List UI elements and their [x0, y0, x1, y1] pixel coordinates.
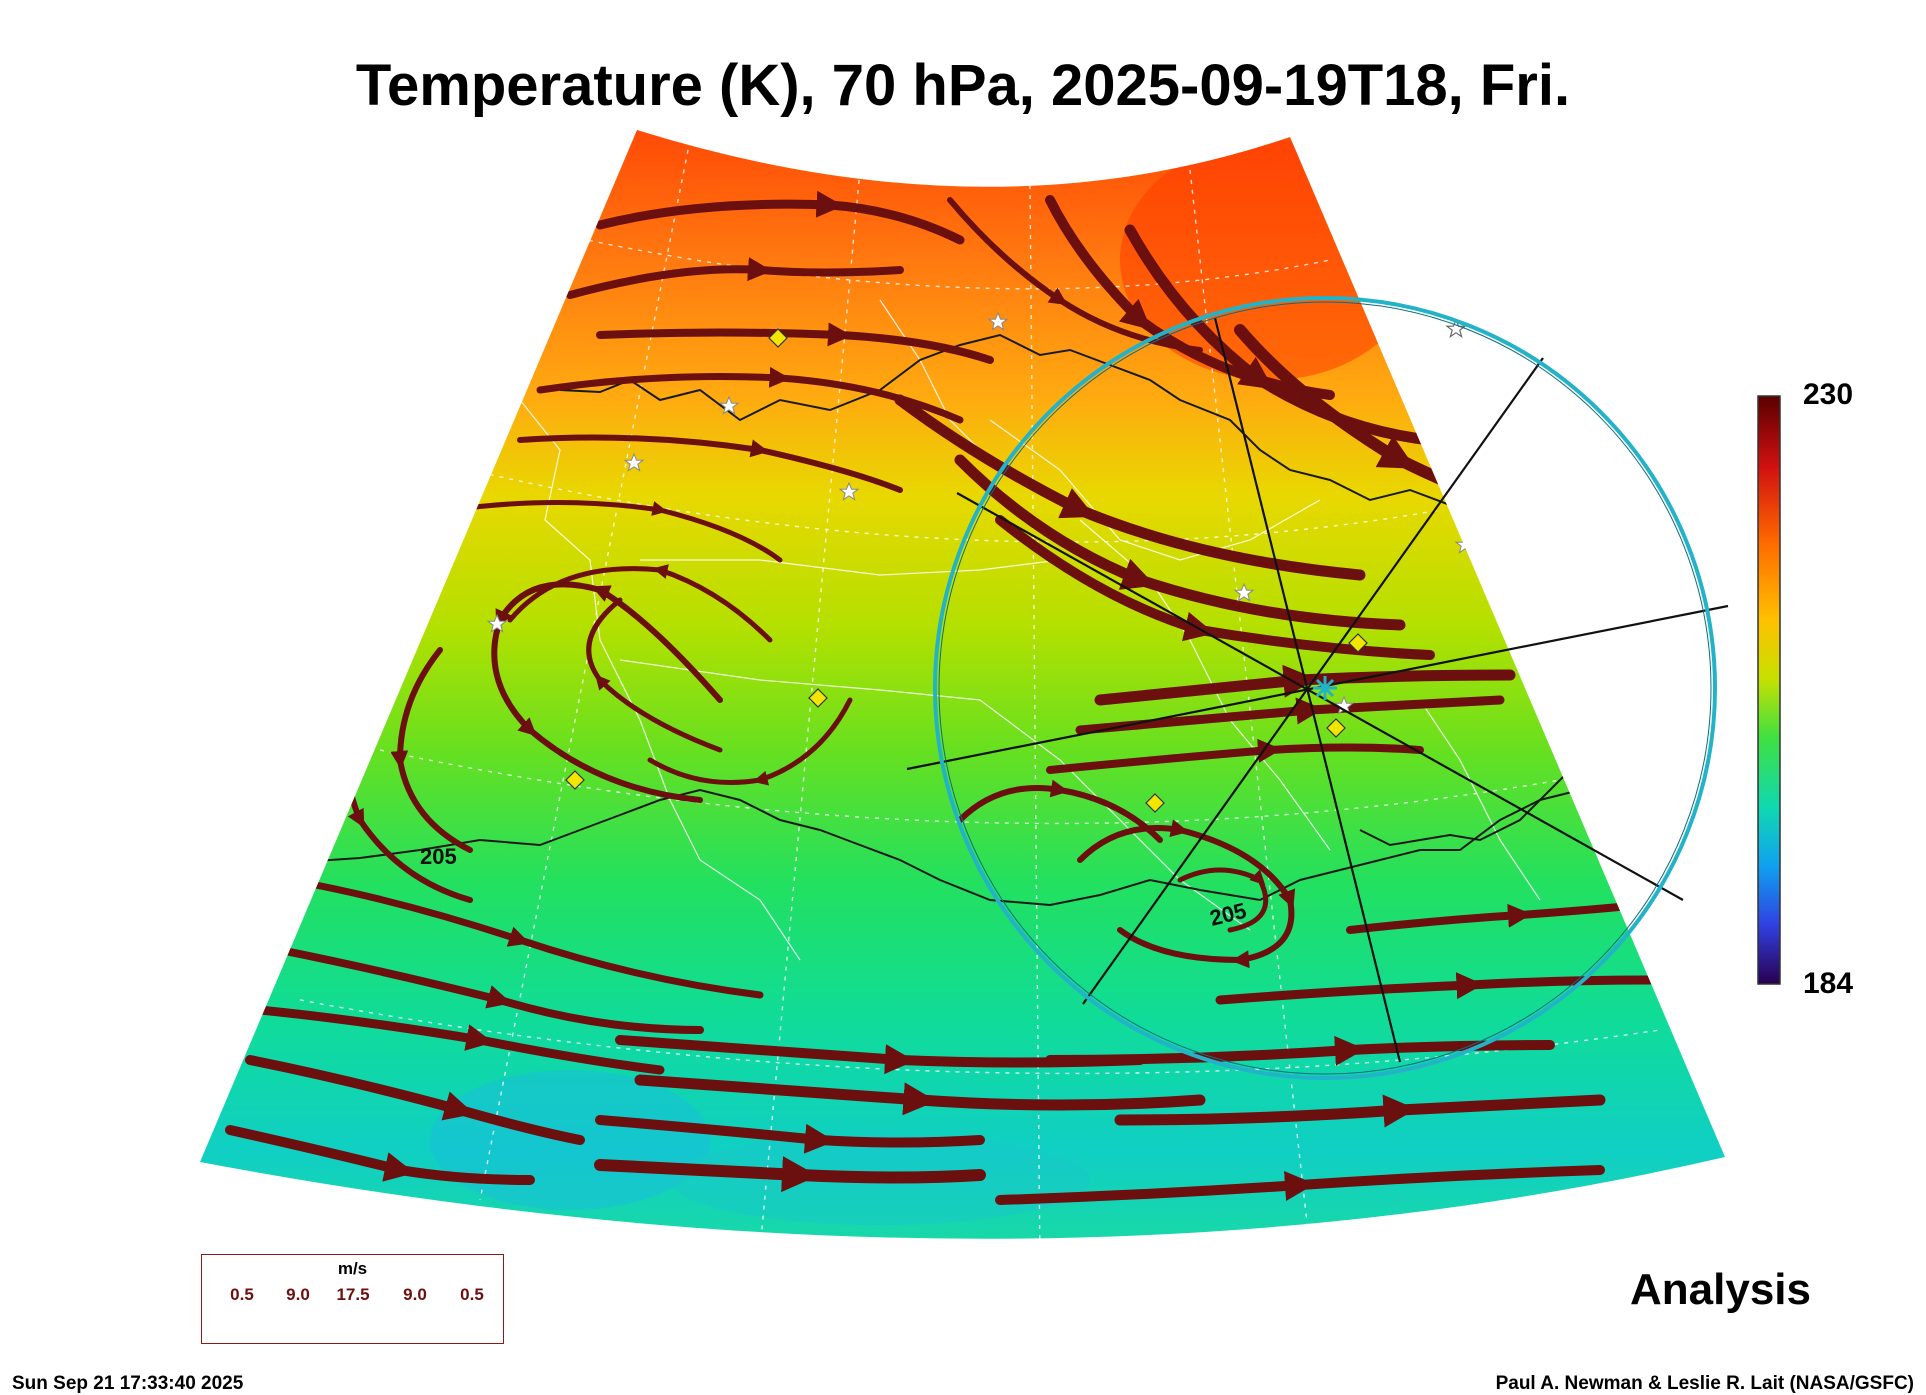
streamline	[1215, 972, 1655, 1005]
asterisk-icon	[1313, 676, 1337, 700]
streamline	[647, 697, 853, 786]
contour-205	[1359, 769, 1571, 847]
contour-205	[299, 788, 1581, 907]
analysis-label: Analysis	[1630, 1265, 1811, 1314]
legend-value: 0.5	[230, 1285, 254, 1304]
streamline	[390, 647, 473, 853]
streamline	[491, 581, 723, 803]
legend-value: 9.0	[403, 1285, 427, 1304]
credit-line: Paul A. Newman & Leslie R. Lait (NASA/GS…	[1495, 1373, 1914, 1394]
colorbar-min-label: 184	[1803, 967, 1854, 1000]
star-icon	[987, 311, 1009, 331]
streamline	[595, 1115, 985, 1154]
streamline	[947, 197, 1203, 353]
streamline	[255, 1005, 665, 1075]
wind-speed-legend: m/s 0.5 9.0 17.5 9.0 0.5	[201, 1254, 504, 1344]
streamline	[566, 257, 904, 299]
star-icon	[623, 452, 645, 472]
legend-value: 17.5	[336, 1285, 370, 1304]
streamline	[594, 1156, 986, 1193]
star-icon	[486, 613, 508, 633]
station-markers	[565, 328, 1368, 813]
star-icon	[838, 481, 860, 501]
streamline	[1075, 695, 1505, 735]
streamline	[586, 597, 723, 753]
streamline	[995, 1165, 1605, 1205]
streamline	[957, 779, 1163, 843]
streamline	[517, 434, 903, 493]
chart-title: Temperature (K), 70 hPa, 2025-09-19T18, …	[355, 53, 1571, 118]
streamline	[954, 454, 1406, 631]
diamond-icon	[1145, 793, 1165, 813]
streamline	[447, 500, 783, 563]
diamond-icon	[1348, 633, 1368, 653]
streamline	[596, 322, 994, 364]
star-icon	[1445, 318, 1467, 339]
streamline	[634, 1074, 1206, 1116]
diamond-icon	[768, 328, 788, 348]
temperature-field	[200, 130, 1725, 1239]
contour-label: 205	[420, 844, 457, 869]
diamond-icon	[808, 688, 828, 708]
streamline	[1177, 867, 1269, 933]
wind-streamlines	[225, 190, 1655, 1205]
streamline	[1346, 901, 1644, 934]
legend-value: 0.5	[460, 1285, 484, 1304]
contour-205	[559, 333, 1451, 506]
legend-value: 9.0	[286, 1285, 310, 1304]
graticule	[299, 139, 1661, 1239]
streamline	[1046, 738, 1424, 774]
streamline	[225, 1125, 535, 1185]
range-ring	[933, 296, 1717, 1080]
diamond-icon	[565, 770, 585, 790]
streamline	[1124, 224, 1436, 446]
colorbar-max-label: 230	[1803, 378, 1854, 411]
range-ring-inner	[938, 301, 1712, 1075]
streamline	[894, 394, 1366, 581]
colorbar	[1757, 395, 1781, 985]
streamline	[1114, 1094, 1606, 1128]
generation-timestamp: Sun Sep 21 17:33:40 2025	[12, 1373, 244, 1394]
diamond-icon	[1326, 718, 1346, 738]
streamline	[286, 876, 764, 999]
streamline	[276, 946, 704, 1034]
star-icon	[718, 395, 740, 415]
streamline	[1094, 664, 1516, 706]
streamline	[507, 564, 773, 643]
streamline	[245, 1055, 585, 1145]
streamline	[595, 190, 965, 245]
star-icon	[1233, 582, 1255, 602]
legend-unit: m/s	[337, 1259, 368, 1278]
